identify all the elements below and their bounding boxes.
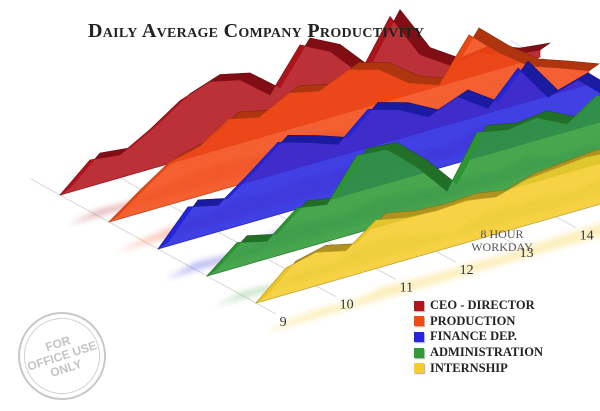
stamp-line2: OFFICE USE [25,337,99,374]
legend-label: PRODUCTION [430,313,516,328]
legend-swatch [414,316,424,327]
chart-title: Daily Average Company Productivity [88,20,425,42]
legend-item: ADMINISTRATION [414,345,543,361]
legend-label: CEO - DIRECTOR [430,298,535,313]
legend-swatch [414,347,424,358]
legend-label: INTERNSHIP [430,360,508,375]
legend-item: CEO - DIRECTOR [414,298,543,314]
series-area [255,153,600,304]
x-tick-label: 14 [580,229,594,244]
series-area [206,94,600,277]
series-shadow [264,223,600,333]
x-tick-label: 10 [340,298,354,313]
legend-swatch [414,363,424,374]
x-axis-label-line2: WORKDAY [471,240,533,254]
gridline [30,178,276,315]
stamp-line3: ONLY [48,356,84,380]
x-axis-label-line1: 8 HOUR [480,227,524,241]
legend-label: ADMINISTRATION [430,345,543,360]
legend-item: INTERNSHIP [414,360,543,376]
legend-label: FINANCE DEP. [430,329,518,344]
x-tick-label: 9 [280,315,287,330]
legend: CEO - DIRECTOR PRODUCTION FINANCE DEP. A… [414,298,543,376]
chart-svg: 91011121314151617 [30,8,600,333]
legend-item: FINANCE DEP. [414,329,543,345]
legend-item: PRODUCTION [414,314,543,330]
series-area [107,34,590,223]
legend-swatch [414,300,424,311]
chart-canvas: 91011121314151617 Daily Average Company … [0,0,600,400]
x-axis-label: 8 HOUR WORKDAY [462,228,542,254]
series-internship [255,148,600,333]
x-tick-label: 13 [520,246,534,261]
x-tick-label: 11 [400,280,413,295]
x-tick-label: 12 [460,263,474,278]
stamp-line1: FOR [43,332,73,354]
legend-swatch [414,331,424,342]
